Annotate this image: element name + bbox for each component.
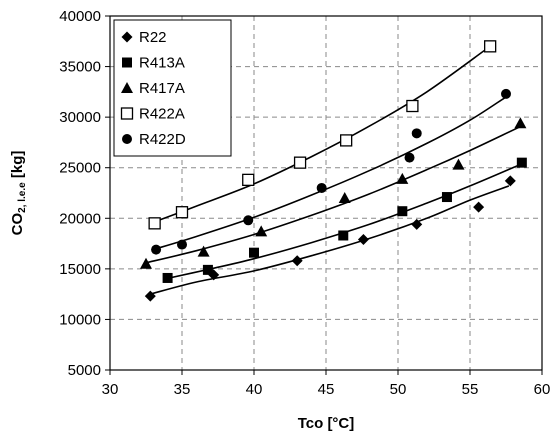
data-point-r417a [197, 245, 210, 257]
data-point-r22 [357, 234, 369, 246]
y-tick-label: 30000 [59, 109, 101, 126]
data-point-r422a [293, 156, 307, 169]
data-point-r417a [255, 225, 268, 237]
data-point-r413a [162, 272, 173, 283]
fit-curve-r22 [150, 185, 510, 295]
data-point-r417a [140, 257, 152, 269]
data-point-r422a [406, 99, 419, 113]
fit-curve-r417a [145, 126, 520, 264]
legend-label-r422a: R422A [139, 106, 185, 123]
data-point-r22 [291, 255, 303, 267]
x-tick-label: 50 [390, 381, 407, 398]
legend-marker-r22 [121, 31, 133, 43]
legend-items: R22 R413A R417A R422A R422D [120, 29, 186, 148]
data-point-r422d [404, 152, 415, 163]
y-axis-title-main: CO [9, 213, 26, 236]
legend-marker-r422d [122, 134, 132, 144]
data-point-r417a [338, 192, 351, 204]
data-point-r22 [144, 290, 156, 302]
legend-label-r422d: R422D [139, 131, 186, 148]
y-tick-label: 25000 [59, 160, 101, 177]
data-point-r413a [441, 192, 452, 203]
x-tick-label: 40 [246, 381, 263, 398]
data-point-r417a [396, 172, 409, 184]
data-point-r413a [338, 230, 349, 241]
y-tick-label: 5000 [68, 362, 101, 379]
data-point-r422a [242, 173, 255, 187]
x-tick-label: 35 [174, 381, 191, 398]
y-axis-title-sub: 2, l.e.e [17, 182, 28, 213]
x-tick-label: 55 [462, 381, 479, 398]
data-point-r422d [177, 239, 187, 250]
legend-label-r413a: R413A [139, 55, 185, 72]
y-tick-label: 10000 [59, 311, 101, 328]
y-tick-label: 15000 [59, 261, 101, 278]
fit-curve-r422d [152, 97, 506, 251]
data-point-r422a [340, 134, 353, 147]
legend-marker-r422a [120, 107, 134, 120]
legend-marker-r413a [122, 57, 132, 68]
data-point-r413a [516, 157, 527, 168]
tick-labels: 30 35 40 45 50 55 60 5000 10000 15000 20000 25000 30… [59, 8, 550, 398]
x-tick-label: 30 [102, 381, 119, 398]
y-tick-label: 35000 [59, 59, 101, 76]
data-point-r422d [243, 215, 254, 226]
data-point-r422a [148, 217, 161, 230]
y-axis-title-tail: [kg] [9, 151, 26, 183]
legend-label-r22: R22 [139, 29, 167, 46]
data-point-r422d [316, 182, 327, 193]
legend-box [113, 19, 232, 157]
x-axis-title: Tco [°C] [298, 415, 355, 432]
fit-curves [145, 47, 520, 295]
legend-label-r417a: R417A [139, 80, 185, 97]
data-point-r422a [484, 40, 497, 53]
legend: R22 R413A R417A R422A R422D [113, 19, 232, 157]
data-point-r422d [501, 88, 511, 99]
fit-curve-r422a [152, 47, 488, 224]
data-point-r422d [411, 128, 422, 139]
data-markers [140, 40, 527, 302]
y-axis-title: CO2, l.e.e [kg] [9, 151, 28, 236]
x-tick-label: 45 [318, 381, 335, 398]
data-point-r417a [452, 158, 465, 170]
data-point-r413a [397, 206, 408, 217]
y-tick-label: 20000 [59, 210, 101, 227]
y-tick-label: 40000 [59, 8, 101, 25]
x-tick-label: 60 [534, 381, 551, 398]
data-point-r413a [202, 264, 213, 275]
data-point-r422a [175, 206, 189, 219]
data-point-r22 [473, 201, 485, 213]
data-point-r22 [411, 218, 423, 230]
data-point-r417a [514, 117, 527, 129]
data-point-r422d [151, 244, 162, 255]
data-point-r22 [504, 175, 516, 187]
legend-marker-r417a [121, 82, 133, 93]
data-point-r413a [249, 247, 259, 258]
